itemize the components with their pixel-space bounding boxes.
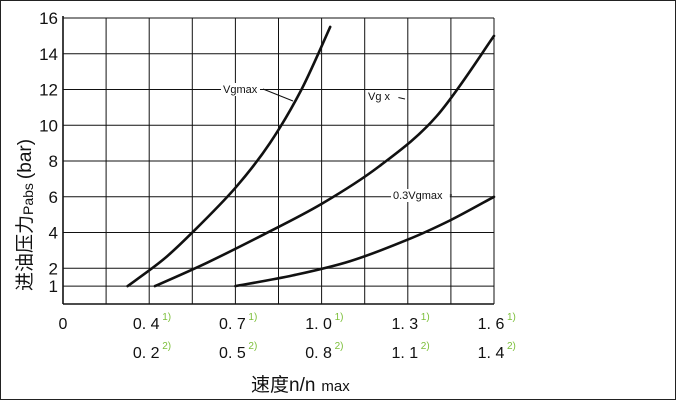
y-tick-label: 4 xyxy=(49,224,58,243)
x-tick-label-row1-note: 1) xyxy=(507,312,516,323)
y-tick-label: 1 xyxy=(49,277,58,296)
x-tick-label-row2-note: 2) xyxy=(162,341,171,352)
x-tick-label-row2-note: 2) xyxy=(507,341,516,352)
curve-label-1: Vg x xyxy=(368,91,391,103)
x-axis-title-sub: max xyxy=(321,378,350,395)
x-tick-label-row2: 0. 8 xyxy=(305,345,332,362)
y-tick-label: 8 xyxy=(49,152,58,171)
y-tick-label: 10 xyxy=(39,116,58,135)
x-tick-label-row1: 1. 6 xyxy=(478,316,505,333)
curve-label-0: Vgmax xyxy=(223,84,258,96)
curve-label-leader xyxy=(262,88,294,102)
x-tick-label-row1: 0. 4 xyxy=(133,316,160,333)
curve-series-0 xyxy=(126,25,332,288)
y-tick-labels: 12 4 6 8 10 12 14 16 xyxy=(39,9,58,296)
x-tick-label-row2-note: 2) xyxy=(335,341,344,352)
y-tick-label: 12 xyxy=(39,81,58,100)
x-axis-title-main: 速度n/n xyxy=(251,374,315,396)
y-tick-label: 6 xyxy=(49,188,58,207)
x-tick-label-row1-note: 1) xyxy=(421,312,430,323)
y-tick-label: 14 xyxy=(39,45,58,64)
y-axis-title-main: 进油压力 xyxy=(14,215,36,291)
x-tick-label-row2: 0. 2 xyxy=(133,345,160,362)
x-tick-label-row2: 1. 1 xyxy=(391,345,418,362)
x-tick-zero: 0 xyxy=(59,316,68,333)
curve-label-bg xyxy=(391,189,450,202)
x-tick-label-row1-note: 1) xyxy=(162,312,171,323)
x-tick-label-row2-note: 2) xyxy=(248,341,257,352)
curve-series-1 xyxy=(153,34,496,288)
x-tick-label-row2: 1. 4 xyxy=(478,345,505,362)
y-tick-label: 2 xyxy=(49,259,58,278)
y-axis-title: 进油压力Pabs (bar) xyxy=(14,139,36,291)
y-axis-title-sub: Pabs xyxy=(20,183,36,215)
curve-label-bg xyxy=(221,83,260,96)
y-tick-label: 16 xyxy=(39,9,58,28)
x-tick-label-row2: 0. 5 xyxy=(219,345,246,362)
x-tick-label-row2-note: 2) xyxy=(421,341,430,352)
x-tick-label-row1-note: 1) xyxy=(248,312,257,323)
x-tick-labels: 0 0. 4 1) 0. 7 1) 1. 0 1) 1. 3 1) 1. 6 1)0. 2 2) 0. … xyxy=(59,312,516,362)
x-tick-label-row1-note: 1) xyxy=(335,312,344,323)
curve-label-2: 0.3Vgmax xyxy=(393,190,443,202)
x-axis-title: 速度n/n max xyxy=(251,374,350,396)
x-tick-label-row1: 0. 7 xyxy=(219,316,246,333)
x-tick-label-row1: 1. 3 xyxy=(391,316,418,333)
y-axis-title-unit: (bar) xyxy=(15,139,36,179)
curve-label-bg xyxy=(366,90,399,103)
grid xyxy=(62,16,495,305)
curves xyxy=(126,25,496,288)
curve-labels: Vgmax Vg x 0.3Vgmax xyxy=(221,83,452,202)
x-tick-label-row1: 1. 0 xyxy=(305,316,332,333)
curve-series-2 xyxy=(234,195,496,288)
